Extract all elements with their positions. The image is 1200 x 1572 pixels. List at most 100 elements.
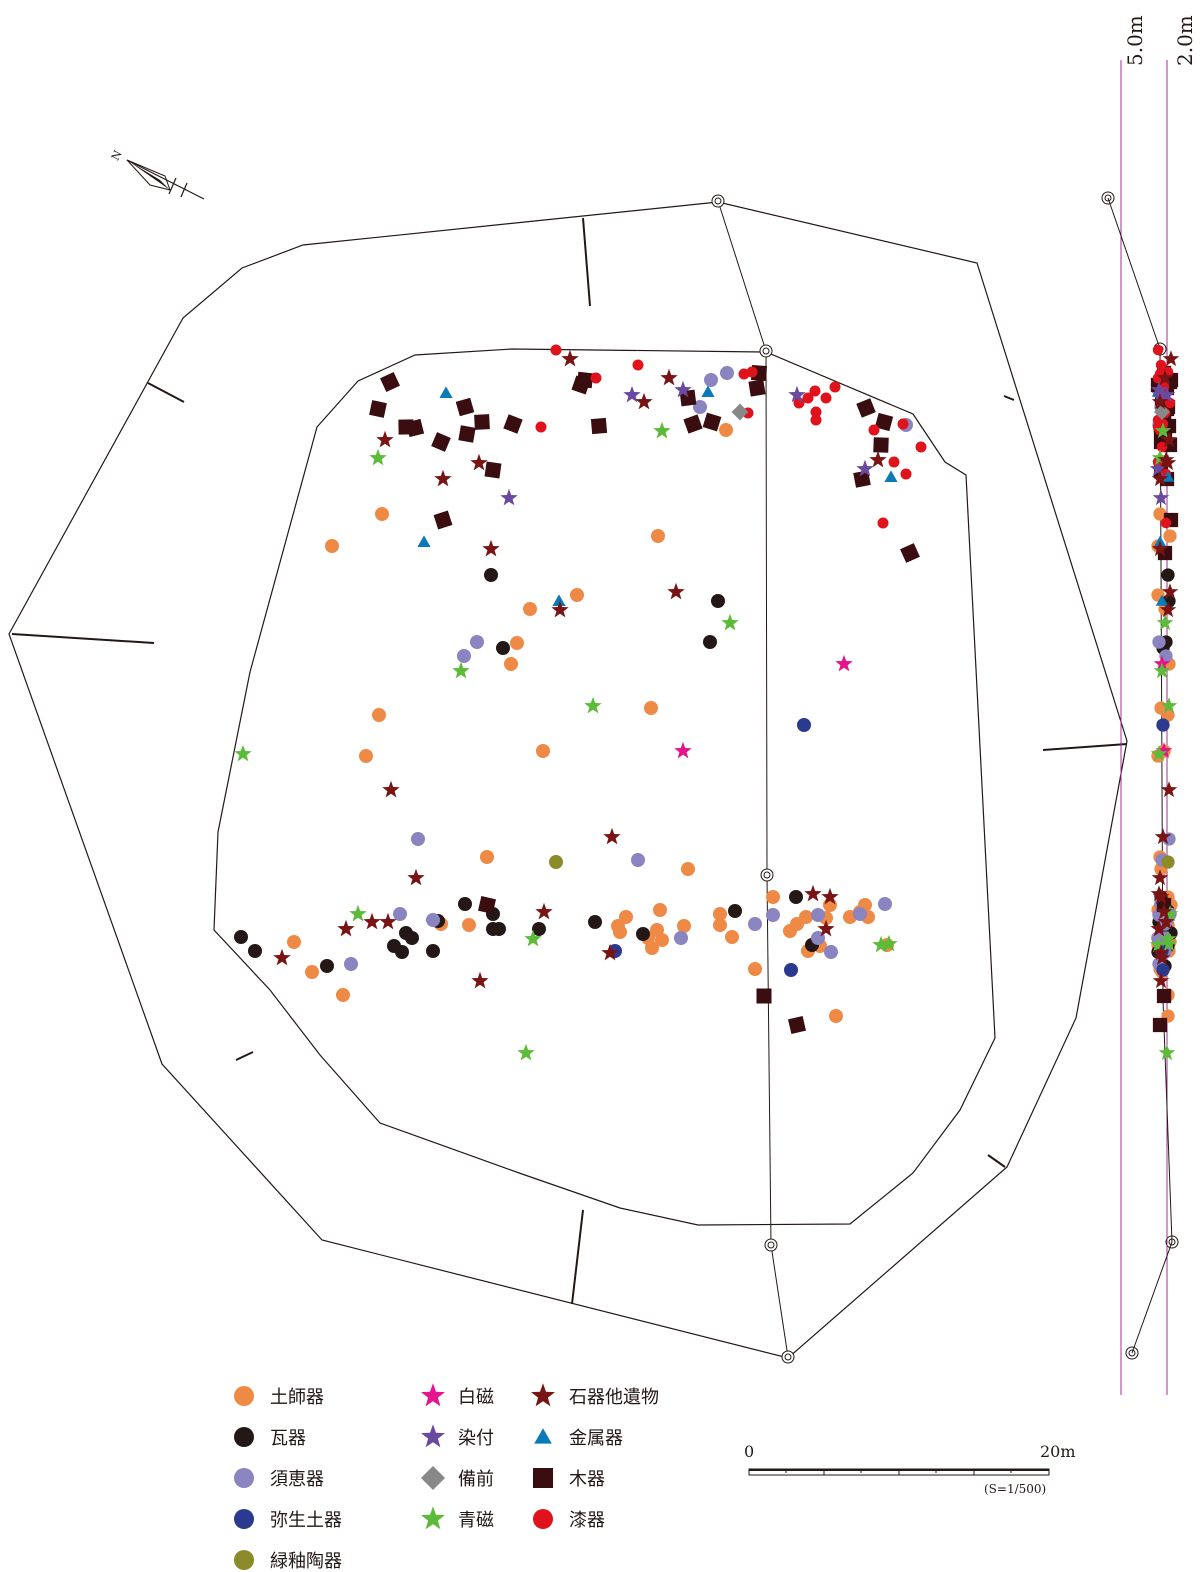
- kinzoku-point: [552, 594, 566, 606]
- shikki-profile-mark: [1164, 397, 1176, 409]
- sekki-profile-mark: [1152, 972, 1170, 989]
- mokki-point: [874, 412, 894, 432]
- haji-point: [336, 988, 350, 1002]
- sekki-profile-mark: [1152, 888, 1170, 905]
- kawara-point: [458, 897, 472, 911]
- legend-haji-icon: [234, 1386, 254, 1406]
- survey-station-icon: [764, 1238, 778, 1252]
- legend-ryokuyu-icon: [234, 1550, 254, 1570]
- sekki-profile-mark: [1155, 903, 1173, 920]
- kawara-point: [532, 922, 546, 936]
- legend-shikki-label: 漆器: [569, 1510, 605, 1531]
- shikki-point: [829, 381, 841, 393]
- sekki-point: [817, 919, 835, 937]
- north-arrow-icon: N: [109, 148, 205, 200]
- kawara-point: [703, 635, 717, 649]
- legend-haji-label: 土師器: [270, 1387, 324, 1408]
- survey-station-icon: [767, 1241, 775, 1249]
- shikki-point: [897, 418, 909, 430]
- haji-point: [375, 507, 389, 521]
- yayoi-point: [784, 963, 798, 977]
- sue-point: [704, 373, 718, 387]
- shikki-profile-mark: [1155, 359, 1167, 371]
- sometsuke-profile-mark: [1158, 386, 1176, 403]
- legend-hakuji-label: 白磁: [458, 1387, 494, 1408]
- legend-kinzoku-label: 金属器: [569, 1428, 623, 1449]
- haji-point: [523, 602, 537, 616]
- kinzoku-profile-mark: [1155, 594, 1169, 606]
- seiji-point: [653, 421, 671, 439]
- ryokuyu-profile-mark: [1161, 855, 1175, 869]
- sekki-profile-mark: [1150, 920, 1168, 937]
- haji-point: [305, 965, 319, 979]
- sometsuke-point: [674, 380, 692, 398]
- legend-ryokuyu-label: 緑釉陶器: [270, 1551, 342, 1572]
- sekki-point: [660, 368, 678, 386]
- scale-end-label: 20m: [1040, 1442, 1076, 1461]
- legend-sue-label: 須恵器: [270, 1469, 324, 1490]
- kawara-point: [496, 641, 510, 655]
- bizen-point: [731, 403, 749, 421]
- section-mark: [11, 633, 155, 644]
- shikki-point: [550, 344, 562, 356]
- elevation-profile: 5.0m 2.0m: [1107, 15, 1197, 1395]
- elevation-label-5m: 5.0m: [1123, 15, 1147, 66]
- kawara-profile-mark: [1161, 568, 1175, 582]
- sekki-profile-mark: [1151, 540, 1169, 557]
- kinzoku-point: [701, 385, 715, 397]
- legend-kawara-icon: [234, 1427, 254, 1447]
- seiji-point: [524, 929, 542, 947]
- sekki-point: [434, 469, 452, 487]
- survey-station-icon: [784, 1353, 792, 1361]
- shikki-point: [820, 392, 832, 404]
- mokki-point: [503, 414, 523, 434]
- shikki-point: [915, 441, 927, 453]
- sekki-point: [482, 539, 500, 557]
- haji-point: [644, 701, 658, 715]
- shikki-point: [888, 456, 900, 468]
- bizen-profile-mark: [1154, 404, 1170, 420]
- shikki-profile-mark: [1152, 344, 1164, 356]
- kinzoku-point: [439, 386, 453, 398]
- shikki-point: [877, 517, 889, 529]
- survey-station-icon: [714, 197, 722, 205]
- mokki-point: [748, 379, 766, 397]
- sue-profile-mark: [1152, 635, 1166, 649]
- sekki-point: [376, 430, 394, 448]
- sekki-profile-mark: [1152, 944, 1170, 961]
- mokki-point: [478, 896, 496, 914]
- sekki-point: [363, 912, 381, 930]
- sekki-point: [379, 912, 397, 930]
- survey-station-icon: [763, 871, 771, 879]
- legend-sometsuke-label: 染付: [458, 1428, 494, 1449]
- sometsuke-point: [788, 385, 806, 403]
- sekki-profile-mark: [1151, 393, 1169, 410]
- sue-point: [631, 853, 645, 867]
- hakuji-point: [674, 741, 692, 759]
- seiji-point: [584, 696, 602, 714]
- legend-bizen-label: 備前: [458, 1469, 494, 1490]
- sekki-profile-mark: [1160, 781, 1178, 798]
- haji-point: [480, 850, 494, 864]
- sue-point: [878, 897, 892, 911]
- seiji-point: [721, 613, 739, 631]
- kawara-point: [426, 944, 440, 958]
- sue-point: [720, 366, 734, 380]
- seiji-profile-mark: [1153, 662, 1171, 679]
- mokki-point: [590, 417, 608, 435]
- sue-point: [393, 907, 407, 921]
- shikki-point: [590, 372, 602, 384]
- legend-bizen-icon: [421, 1466, 445, 1490]
- legend-seiji-label: 青磁: [458, 1510, 494, 1531]
- sue-point: [470, 635, 484, 649]
- hakuji-point: [835, 654, 853, 672]
- haji-point: [653, 903, 667, 917]
- haji-point: [372, 708, 386, 722]
- mokki-point: [405, 418, 425, 438]
- haji-point: [570, 588, 584, 602]
- scale-start-label: 0: [744, 1442, 754, 1461]
- kawara-point: [588, 915, 602, 929]
- seiji-profile-mark: [1161, 905, 1179, 922]
- sue-point: [693, 400, 707, 414]
- haji-profile-mark: [1153, 507, 1167, 521]
